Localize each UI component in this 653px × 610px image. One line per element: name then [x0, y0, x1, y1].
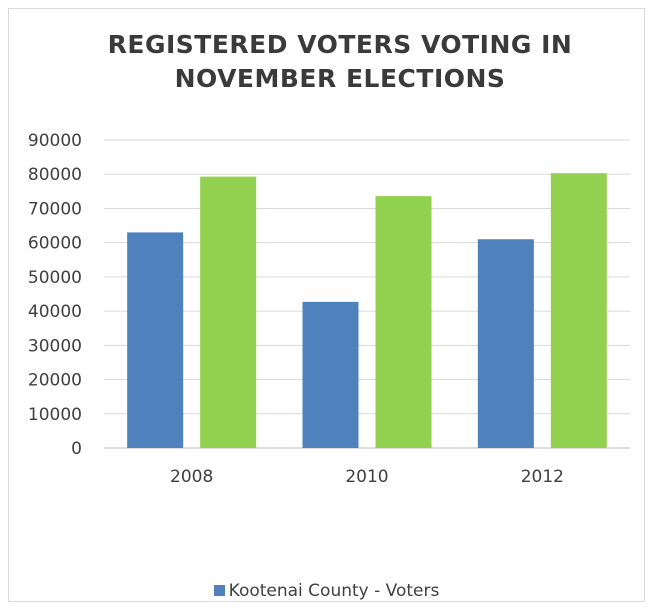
bar-series-1-2010 [302, 301, 359, 448]
y-tick-label: 60000 [28, 234, 82, 254]
bars [127, 173, 607, 448]
y-tick-label: 40000 [28, 302, 82, 322]
x-tick-label: 2010 [345, 467, 388, 487]
legend: Kootenai County - Voters [0, 581, 653, 601]
y-tick-label: 30000 [28, 336, 82, 356]
x-tick-label: 2008 [170, 467, 213, 487]
y-tick-label: 10000 [28, 405, 82, 425]
bar-series-1-2008 [127, 232, 184, 448]
y-tick-label: 50000 [28, 268, 82, 288]
legend-swatch [213, 585, 225, 596]
bar-series-2-2010 [375, 196, 432, 448]
y-tick-label: 70000 [28, 199, 82, 219]
y-tick-label: 20000 [28, 371, 82, 391]
bar-series-2-2012 [550, 173, 607, 448]
y-tick-label: 90000 [28, 131, 82, 151]
gridlines [104, 139, 630, 449]
y-tick-label: 80000 [28, 165, 82, 185]
bar-series-1-2012 [477, 239, 534, 448]
bar-series-2-2008 [200, 176, 257, 448]
x-tick-label: 2012 [521, 467, 564, 487]
y-tick-label: 0 [71, 439, 82, 459]
y-axis-tick-labels: 0 10000 20000 30000 40000 50000 60000 70000 8000… [28, 131, 82, 459]
chart-title: REGISTERED VOTERS VOTING IN NOVEMBER ELE… [107, 30, 573, 93]
legend-label: Kootenai County - Voters [228, 581, 440, 601]
x-axis-tick-labels: 2008 2010 2012 [170, 467, 564, 487]
bar-chart-plot: 0 10000 20000 30000 40000 50000 60000 70000 8000… [28, 131, 630, 487]
